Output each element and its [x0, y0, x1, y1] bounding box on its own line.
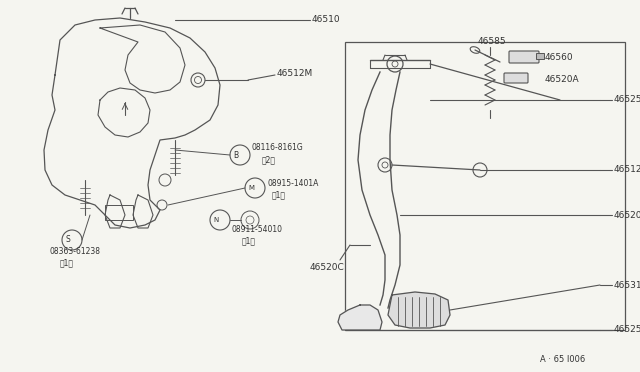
Polygon shape [388, 292, 450, 328]
Bar [105, 205, 133, 220]
Text: 46525: 46525 [614, 326, 640, 334]
Text: 08911-54010: 08911-54010 [232, 225, 283, 234]
Polygon shape [338, 305, 382, 330]
FancyBboxPatch shape [509, 51, 539, 63]
Text: 08915-1401A: 08915-1401A [267, 179, 318, 187]
Text: 08363-61238: 08363-61238 [50, 247, 101, 257]
Text: S: S [66, 235, 70, 244]
Text: 46585: 46585 [478, 38, 507, 46]
Text: N: N [213, 217, 219, 223]
Text: 46510: 46510 [312, 16, 340, 25]
Text: A · 65 I006: A · 65 I006 [540, 356, 585, 365]
Text: 〈1〉: 〈1〉 [272, 190, 286, 199]
Text: 46560: 46560 [545, 52, 573, 61]
Text: 46512M: 46512M [277, 68, 313, 77]
Text: 46520: 46520 [614, 211, 640, 219]
Text: 46531: 46531 [614, 280, 640, 289]
Text: 46520C: 46520C [310, 263, 345, 273]
Text: 46520A: 46520A [545, 74, 580, 83]
Text: M: M [248, 185, 254, 191]
Text: 〈1〉: 〈1〉 [60, 259, 74, 267]
FancyBboxPatch shape [504, 73, 528, 83]
Text: 46512: 46512 [614, 166, 640, 174]
Text: 46525: 46525 [614, 96, 640, 105]
FancyBboxPatch shape [536, 53, 544, 59]
Text: 〈2〉: 〈2〉 [262, 155, 276, 164]
Bar [345, 42, 625, 330]
Text: 08116-8161G: 08116-8161G [252, 144, 304, 153]
Text: 〈1〉: 〈1〉 [242, 237, 256, 246]
Text: B: B [234, 151, 239, 160]
